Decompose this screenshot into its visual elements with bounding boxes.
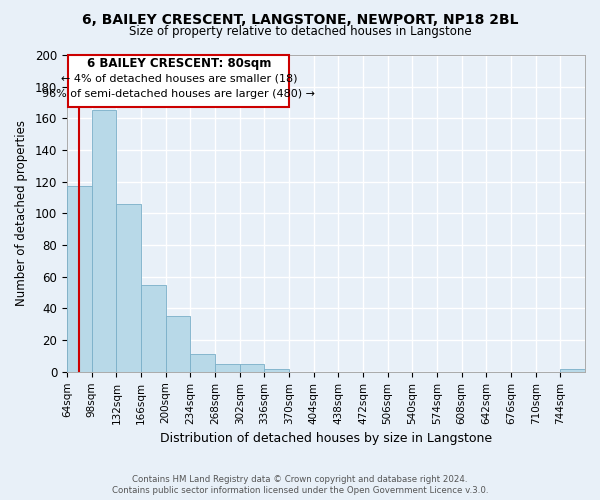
Text: 96% of semi-detached houses are larger (480) →: 96% of semi-detached houses are larger (… [42,89,315,99]
Text: Contains public sector information licensed under the Open Government Licence v.: Contains public sector information licen… [112,486,488,495]
Text: 6, BAILEY CRESCENT, LANGSTONE, NEWPORT, NP18 2BL: 6, BAILEY CRESCENT, LANGSTONE, NEWPORT, … [82,12,518,26]
Bar [239,364,265,372]
Text: 6 BAILEY CRESCENT: 80sqm: 6 BAILEY CRESCENT: 80sqm [86,58,271,70]
FancyBboxPatch shape [68,55,289,108]
Text: Contains HM Land Registry data © Crown copyright and database right 2024.: Contains HM Land Registry data © Crown c… [132,475,468,484]
Bar [141,284,166,372]
Bar [67,186,92,372]
Bar [116,204,141,372]
Bar [190,354,215,372]
Text: Size of property relative to detached houses in Langstone: Size of property relative to detached ho… [128,25,472,38]
Text: ← 4% of detached houses are smaller (18): ← 4% of detached houses are smaller (18) [61,73,297,83]
Bar [166,316,190,372]
Bar [560,368,585,372]
Bar [92,110,116,372]
Y-axis label: Number of detached properties: Number of detached properties [15,120,28,306]
Bar [265,368,289,372]
Bar [215,364,239,372]
X-axis label: Distribution of detached houses by size in Langstone: Distribution of detached houses by size … [160,432,492,445]
